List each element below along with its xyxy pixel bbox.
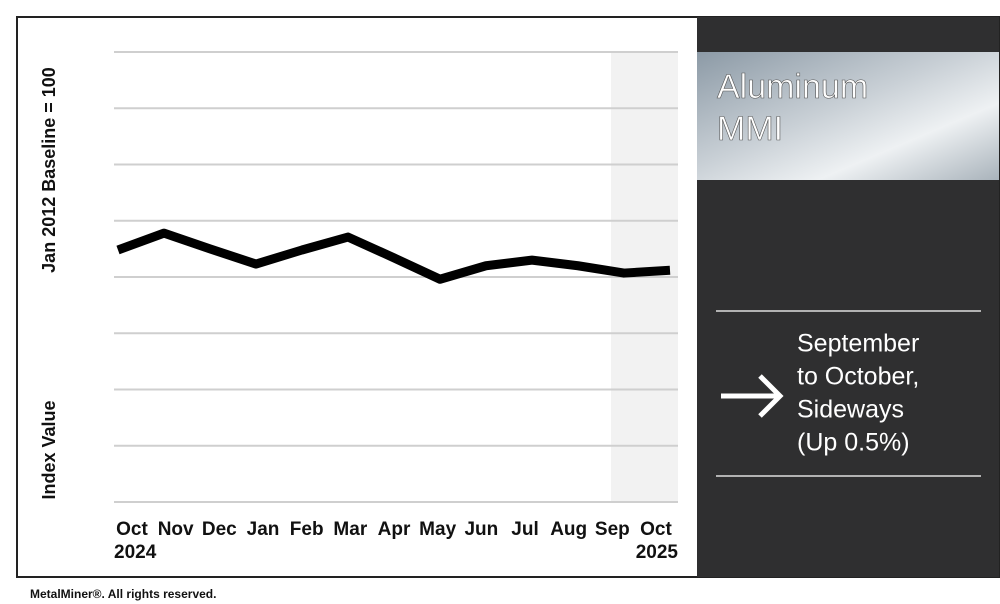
x-tick-label: Sep xyxy=(595,519,630,540)
x-tick-label: Oct xyxy=(116,519,148,540)
arrow-icon xyxy=(721,374,784,418)
x-tick-label: Nov xyxy=(158,519,194,540)
x-tick-label: Oct xyxy=(640,519,672,540)
summary-text: September xyxy=(797,330,919,358)
x-tick-label: Mar xyxy=(333,519,367,540)
title-box xyxy=(697,52,999,180)
x-year-label: 2025 xyxy=(636,542,679,563)
x-tick-label: Dec xyxy=(202,519,237,540)
x-tick-label: Jan xyxy=(247,519,280,540)
summary-text: Sideways xyxy=(797,396,904,424)
y-axis-label: Index Value xyxy=(39,400,59,499)
x-tick-label: Aug xyxy=(550,519,587,540)
x-tick-label: May xyxy=(419,519,456,540)
chart-title: Aluminum MMI xyxy=(717,68,868,148)
summary-text: (Up 0.5%) xyxy=(797,429,910,457)
data-line xyxy=(116,228,671,284)
x-year-label: 2024 xyxy=(114,542,157,563)
x-tick-label: Feb xyxy=(290,519,324,540)
summary-text: to October, xyxy=(797,363,919,391)
y-axis-label: Jan 2012 Baseline = 100 xyxy=(39,67,59,273)
x-tick-label: Apr xyxy=(378,519,411,540)
footer: MetalMiner®. All rights reserved. xyxy=(30,587,216,601)
x-tick-label: Jul xyxy=(511,519,538,540)
x-tick-label: Jun xyxy=(464,519,498,540)
